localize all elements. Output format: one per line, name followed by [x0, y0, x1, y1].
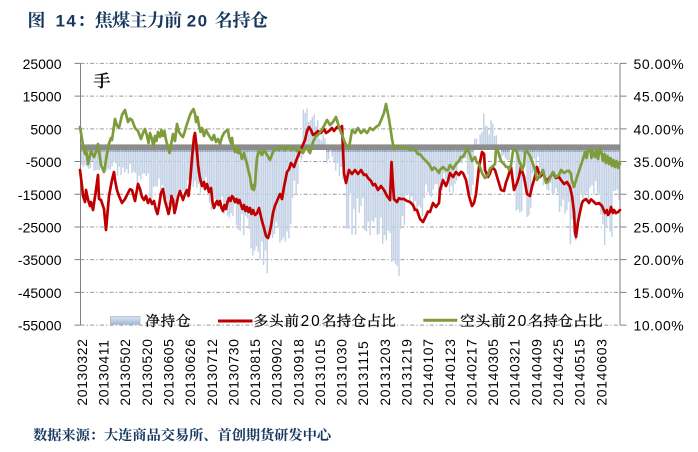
- svg-text:20131115: 20131115: [355, 341, 371, 406]
- svg-text:20140217: 20140217: [463, 339, 479, 406]
- svg-text:20: 20: [507, 313, 528, 330]
- svg-text:20130730: 20130730: [225, 339, 241, 406]
- svg-text:20130520: 20130520: [139, 339, 155, 406]
- svg-text:20130626: 20130626: [182, 339, 198, 406]
- svg-text:20130712: 20130712: [204, 339, 220, 406]
- svg-text:20131219: 20131219: [399, 339, 415, 406]
- svg-text:20130322: 20130322: [74, 339, 90, 406]
- svg-text:14: 14: [56, 12, 78, 31]
- svg-text:20131203: 20131203: [377, 339, 393, 406]
- svg-text:-45000: -45000: [18, 285, 62, 301]
- svg-text:20140123: 20140123: [442, 339, 458, 406]
- svg-text:-25000: -25000: [18, 220, 62, 236]
- svg-text:20140409: 20140409: [528, 339, 544, 406]
- svg-text:20130502: 20130502: [117, 339, 133, 406]
- svg-text:15000: 15000: [23, 89, 62, 105]
- svg-text:20130815: 20130815: [247, 339, 263, 406]
- svg-text:20130918: 20130918: [290, 339, 306, 406]
- svg-text:20140107: 20140107: [420, 339, 436, 406]
- svg-text:20131030: 20131030: [334, 339, 350, 406]
- svg-text:20140515: 20140515: [572, 339, 588, 406]
- svg-text:20130411: 20130411: [96, 340, 112, 406]
- svg-text:20140425: 20140425: [550, 339, 566, 406]
- svg-text:20: 20: [301, 313, 322, 330]
- svg-text:15.00%: 15.00%: [634, 285, 685, 301]
- svg-text:20140321: 20140321: [507, 339, 523, 406]
- svg-text:20131015: 20131015: [312, 339, 328, 406]
- svg-text:30.00%: 30.00%: [634, 187, 685, 203]
- svg-text:45.00%: 45.00%: [634, 89, 685, 105]
- svg-text:40.00%: 40.00%: [634, 121, 685, 137]
- svg-text:10.00%: 10.00%: [634, 318, 685, 334]
- svg-text:5000: 5000: [30, 121, 61, 137]
- svg-text:20140603: 20140603: [593, 339, 609, 406]
- svg-text:20130605: 20130605: [161, 339, 177, 406]
- svg-text:-5000: -5000: [26, 154, 62, 170]
- svg-text:25.00%: 25.00%: [634, 220, 685, 236]
- svg-text:50.00%: 50.00%: [634, 56, 685, 72]
- svg-text:20.00%: 20.00%: [634, 252, 685, 268]
- svg-text:20: 20: [187, 12, 209, 31]
- svg-text:20140305: 20140305: [485, 339, 501, 406]
- svg-text:20130902: 20130902: [269, 339, 285, 406]
- svg-text:-35000: -35000: [18, 252, 62, 268]
- svg-text:35.00%: 35.00%: [634, 154, 685, 170]
- svg-text:-15000: -15000: [18, 187, 62, 203]
- svg-text:-55000: -55000: [18, 318, 62, 334]
- svg-text:25000: 25000: [23, 56, 62, 72]
